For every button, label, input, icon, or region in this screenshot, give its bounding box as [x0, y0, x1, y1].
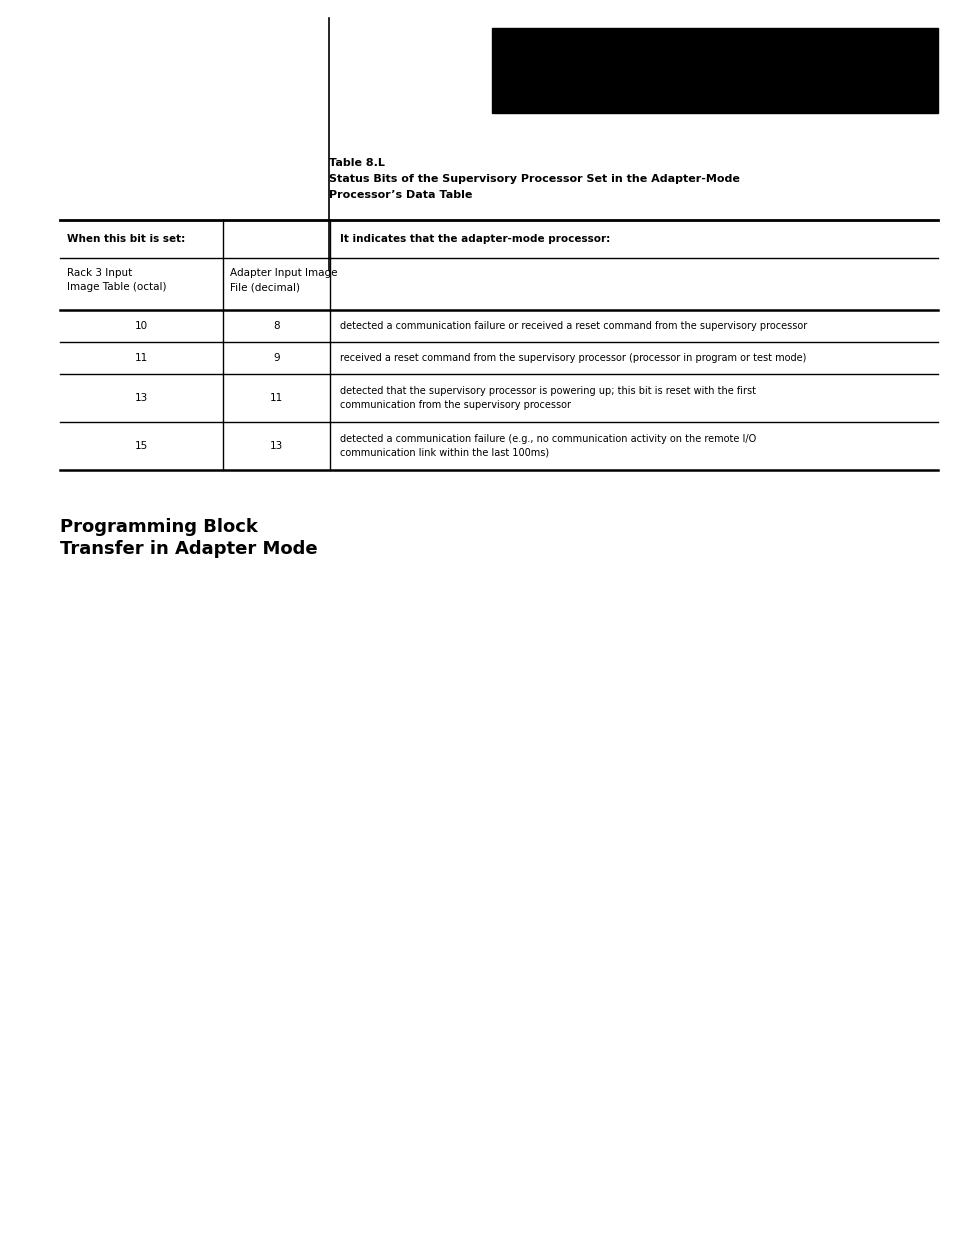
Text: Table 8.L: Table 8.L — [329, 158, 384, 168]
Text: 13: 13 — [270, 441, 283, 451]
Text: Transferring Discrete and Block-Transfer Data: Transferring Discrete and Block-Transfer… — [501, 74, 770, 86]
Text: Processor’s Data Table: Processor’s Data Table — [329, 190, 472, 200]
Text: Rack 3 Input: Rack 3 Input — [67, 268, 132, 278]
Text: 9: 9 — [273, 353, 279, 363]
Text: detected a communication failure (e.g., no communication activity on the remote : detected a communication failure (e.g., … — [339, 435, 756, 458]
Text: Transfer in Adapter Mode: Transfer in Adapter Mode — [60, 540, 317, 558]
Text: File (decimal): File (decimal) — [230, 282, 299, 291]
Text: Status Bits of the Supervisory Processor Set in the Adapter-Mode: Status Bits of the Supervisory Processor… — [329, 174, 740, 184]
Text: detected that the supervisory processor is powering up; this bit is reset with t: detected that the supervisory processor … — [339, 387, 755, 410]
Text: Adapter Input Image: Adapter Input Image — [230, 268, 337, 278]
Text: 8: 8 — [273, 321, 279, 331]
Text: 11: 11 — [134, 353, 148, 363]
Text: detected a communication failure or received a reset command from the supervisor: detected a communication failure or rece… — [339, 321, 806, 331]
Text: 15: 15 — [134, 441, 148, 451]
Text: Chapter  8: Chapter 8 — [501, 43, 571, 57]
Text: Programming Block: Programming Block — [60, 517, 257, 536]
Text: received a reset command from the supervisory processor (processor in program or: received a reset command from the superv… — [339, 353, 805, 363]
Text: It indicates that the adapter-mode processor:: It indicates that the adapter-mode proce… — [339, 233, 610, 245]
Text: 11: 11 — [270, 393, 283, 403]
Bar — [492, 28, 937, 112]
Text: 13: 13 — [134, 393, 148, 403]
Text: Image Table (octal): Image Table (octal) — [67, 282, 167, 291]
Text: 10: 10 — [134, 321, 148, 331]
Text: When this bit is set:: When this bit is set: — [67, 233, 185, 245]
